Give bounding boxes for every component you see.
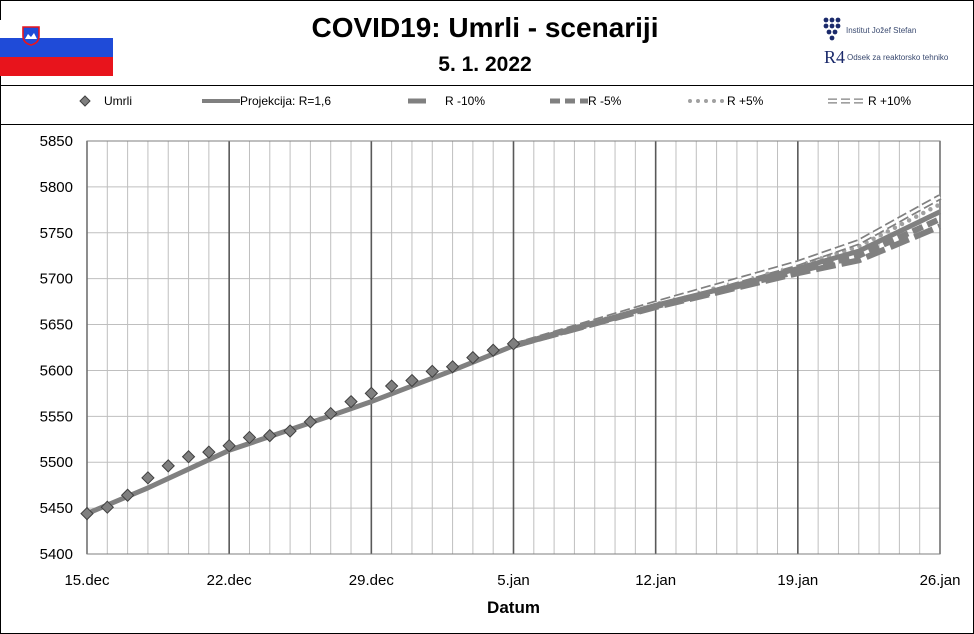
legend-divider bbox=[0, 124, 974, 125]
data-point-umrli bbox=[506, 337, 521, 351]
r4-logo-mark: R4 bbox=[824, 47, 846, 67]
diamond-marker-icon bbox=[79, 95, 91, 107]
data-point-umrli bbox=[466, 350, 480, 365]
data-point-umrli bbox=[405, 373, 419, 388]
data-point-umrli bbox=[202, 445, 216, 459]
data-point-umrli bbox=[384, 379, 399, 393]
ijs-dots-icon bbox=[823, 17, 841, 41]
legend-label: R -10% bbox=[445, 94, 486, 108]
y-tick-label: 5850 bbox=[40, 133, 73, 150]
dash-swatch bbox=[550, 98, 588, 104]
y-tick-label: 5750 bbox=[40, 225, 73, 242]
y-tick-label: 5600 bbox=[40, 362, 73, 379]
y-tick-label: 5400 bbox=[40, 546, 73, 563]
x-tick-label: 15.dec bbox=[64, 572, 110, 589]
y-tick-label: 5650 bbox=[40, 317, 73, 334]
legend-label: R +5% bbox=[727, 94, 764, 108]
x-tick-label: 19.jan bbox=[777, 572, 818, 589]
data-point-umrli bbox=[445, 360, 460, 374]
data-point-umrli bbox=[141, 471, 155, 485]
y-tick-label: 5500 bbox=[40, 454, 73, 471]
data-point-umrli bbox=[120, 488, 135, 502]
data-point-umrli bbox=[425, 364, 439, 379]
y-tick-label: 5550 bbox=[40, 408, 73, 425]
x-tick-label: 29.dec bbox=[349, 572, 395, 589]
chart-subtitle: 5. 1. 2022 bbox=[438, 53, 532, 76]
coat-of-arms-icon bbox=[22, 26, 40, 46]
r4-logo-text: Odsek za reaktorsko tehniko bbox=[847, 53, 949, 62]
data-point-umrli bbox=[80, 506, 94, 521]
solid-line-swatch bbox=[202, 99, 240, 103]
y-tick-label: 5800 bbox=[40, 179, 73, 196]
data-point-umrli bbox=[242, 430, 257, 445]
x-axis-title: Datum bbox=[487, 598, 540, 617]
long-dash-swatch bbox=[408, 98, 432, 104]
data-point-umrli bbox=[161, 459, 175, 473]
r4-logo: R4 Odsek za reaktorsko tehniko bbox=[822, 47, 962, 73]
data-point-umrli bbox=[324, 406, 338, 421]
slovenia-flag bbox=[0, 20, 113, 76]
legend-label: R -5% bbox=[588, 94, 622, 108]
dot-swatch bbox=[688, 99, 728, 103]
data-point-umrli bbox=[263, 428, 277, 443]
data-point-umrli bbox=[283, 424, 297, 438]
data-point-umrli bbox=[181, 450, 196, 464]
data-point-umrli bbox=[222, 438, 236, 453]
legend-label: Projekcija: R=1,6 bbox=[240, 94, 332, 108]
ijs-logo: Institut Jožef Stefan bbox=[822, 16, 942, 44]
data-point-umrli bbox=[344, 394, 358, 409]
data-point-umrli bbox=[364, 386, 379, 401]
x-tick-label: 5.jan bbox=[497, 572, 530, 589]
plot-area-border bbox=[86, 140, 941, 555]
x-tick-label: 22.dec bbox=[207, 572, 253, 589]
chart-title: COVID19: Umrli - scenariji bbox=[311, 12, 659, 43]
data-point-umrli bbox=[303, 415, 318, 429]
y-tick-label: 5700 bbox=[40, 271, 73, 288]
legend: Umrli Projekcija: R=1,6 R -10% R -5% R +… bbox=[0, 86, 974, 124]
data-point-umrli bbox=[100, 500, 115, 514]
ijs-logo-text: Institut Jožef Stefan bbox=[846, 26, 917, 35]
series-line-r-10- bbox=[513, 195, 941, 347]
line-chart: 5400 5450 5500 5550 5600 5650 5700 5750 5800 5850… bbox=[40, 133, 961, 617]
x-tick-label: 12.jan bbox=[635, 572, 676, 589]
legend-label: Umrli bbox=[104, 94, 132, 108]
series-line-r-10- bbox=[512, 194, 942, 349]
y-tick-label: 5450 bbox=[40, 500, 73, 517]
hollow-dash-swatch bbox=[828, 98, 864, 104]
header-divider bbox=[0, 85, 974, 86]
x-tick-label: 26.jan bbox=[920, 572, 961, 589]
data-point-umrli bbox=[486, 343, 500, 357]
legend-label: R +10% bbox=[868, 94, 912, 108]
